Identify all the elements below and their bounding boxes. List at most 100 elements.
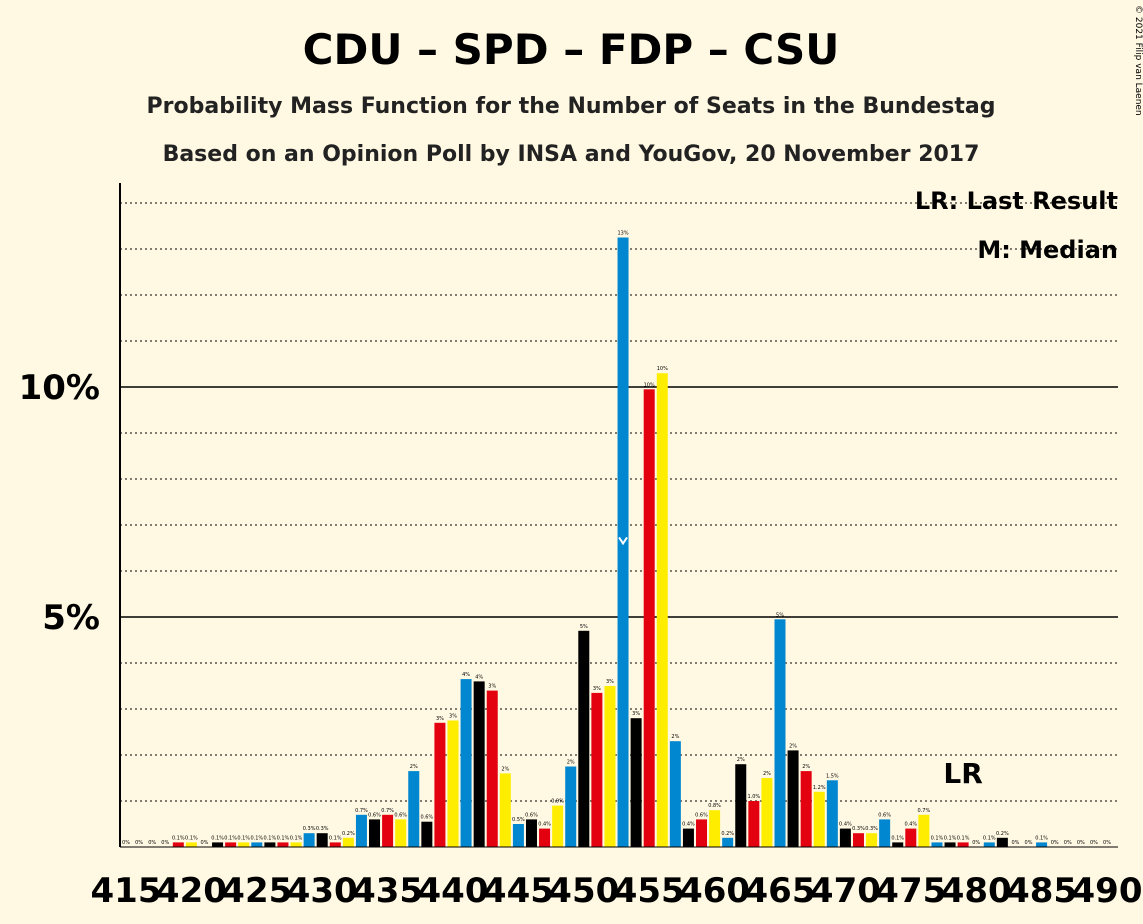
- bar-seat-476: [918, 814, 930, 847]
- data-label: 0%: [161, 840, 169, 846]
- bar-seat-485: [1036, 842, 1048, 847]
- data-label: 0.1%: [185, 835, 198, 841]
- chart-subtitle: Probability Mass Function for the Number…: [147, 94, 996, 119]
- bar-seat-419: [172, 842, 184, 847]
- data-label: 0.1%: [891, 835, 904, 841]
- x-tick-label: 460: [679, 871, 750, 911]
- bar-seat-457: [669, 741, 681, 847]
- data-label: 0.1%: [290, 835, 303, 841]
- data-label: 2%: [567, 760, 575, 766]
- bar-seat-463: [748, 801, 760, 847]
- data-label: 2%: [802, 764, 810, 770]
- data-label: 0.1%: [957, 835, 970, 841]
- data-label: 0.3%: [865, 826, 878, 832]
- y-tick-label: 5%: [42, 598, 100, 638]
- bar-seat-443: [486, 690, 498, 847]
- x-tick-label: 440: [418, 871, 489, 911]
- x-tick-label: 490: [1072, 871, 1143, 911]
- bar-seat-466: [787, 750, 799, 847]
- data-label: 0.1%: [944, 835, 957, 841]
- data-label: 0%: [135, 840, 143, 846]
- bar-seat-442: [473, 681, 485, 847]
- data-label: 0.6%: [368, 812, 381, 818]
- bar-seat-473: [879, 819, 891, 847]
- data-label: 0%: [972, 840, 980, 846]
- bar-seat-426: [264, 842, 276, 847]
- bar-seat-429: [303, 833, 315, 847]
- bar-seat-461: [722, 837, 734, 847]
- data-label: 3%: [593, 686, 601, 692]
- data-label: 0%: [1077, 840, 1085, 846]
- bar-seat-456: [656, 373, 668, 847]
- data-label: 2%: [789, 743, 797, 749]
- bar-seat-459: [696, 819, 708, 847]
- x-tick-label: 485: [1006, 871, 1077, 911]
- data-label: 0%: [1025, 840, 1033, 846]
- bar-seat-454: [630, 718, 642, 847]
- bar-seat-444: [499, 773, 511, 847]
- bar-seat-430: [316, 833, 328, 847]
- bar-seat-441: [460, 679, 472, 847]
- data-label: 0.1%: [250, 835, 263, 841]
- bar-seat-475: [905, 828, 917, 847]
- bar-seat-470: [839, 828, 851, 847]
- bar-seat-464: [761, 778, 773, 847]
- data-label: 0.7%: [355, 808, 368, 814]
- bar-seat-437: [408, 771, 420, 847]
- data-label: 0.1%: [264, 835, 277, 841]
- data-label: 0.8%: [708, 803, 721, 809]
- data-label: 4%: [462, 672, 470, 678]
- data-label: 0.1%: [237, 835, 250, 841]
- data-label: 2%: [501, 766, 509, 772]
- legend-last-result: LR: Last Result: [915, 187, 1118, 215]
- data-label: 0.4%: [839, 822, 852, 828]
- data-label: 0.1%: [1035, 835, 1048, 841]
- bar-seat-438: [421, 821, 433, 847]
- bar-seat-472: [866, 833, 878, 847]
- data-label: 13%: [617, 231, 628, 237]
- data-label: 1.2%: [813, 785, 826, 791]
- data-label: 0%: [1051, 840, 1059, 846]
- bar-seat-435: [382, 814, 394, 847]
- data-label: 0.7%: [918, 808, 931, 814]
- x-tick-label: 465: [745, 871, 816, 911]
- data-label: 0.6%: [878, 812, 891, 818]
- chart-title: CDU – SPD – FDP – CSU: [303, 25, 840, 74]
- bar-seat-460: [709, 810, 721, 847]
- data-label: 3%: [632, 711, 640, 717]
- data-label: 0%: [148, 840, 156, 846]
- data-label: 0.3%: [316, 826, 329, 832]
- bar-seat-468: [813, 791, 825, 847]
- data-label: 0%: [1064, 840, 1072, 846]
- bar-seat-462: [735, 764, 747, 847]
- bar-seat-450: [578, 630, 590, 847]
- x-tick-label: 420: [156, 871, 227, 911]
- data-label: 0.2%: [342, 831, 355, 837]
- data-label: 0%: [201, 840, 209, 846]
- data-label: 5%: [580, 624, 588, 630]
- bar-seat-471: [852, 833, 864, 847]
- x-tick-label: 435: [352, 871, 423, 911]
- data-label: 0%: [122, 840, 130, 846]
- bar-seat-436: [395, 819, 407, 847]
- median-marker: [618, 536, 628, 546]
- y-tick-labels: 5% 10%: [19, 368, 100, 638]
- data-label: 0.3%: [303, 826, 316, 832]
- bar-seat-469: [826, 780, 838, 847]
- x-tick-label: 480: [941, 871, 1012, 911]
- bar-seat-440: [447, 720, 459, 847]
- data-label: 0.1%: [983, 835, 996, 841]
- data-label: 0.1%: [931, 835, 944, 841]
- bar-seat-428: [290, 842, 302, 847]
- bar-seat-458: [682, 828, 694, 847]
- bar-seat-452: [604, 686, 616, 847]
- data-labels: 0% 0% 0% 0%0.1% 0.1%0%0.1% 0.1% 0.1% 0.1% 0.1% 0.…: [122, 231, 1111, 847]
- data-label: 0.5%: [512, 817, 525, 823]
- bar-seat-427: [277, 842, 289, 847]
- legend-median: M: Median: [977, 236, 1118, 264]
- y-tick-label: 10%: [19, 368, 100, 408]
- bar-seat-431: [329, 842, 341, 847]
- bar-seat-451: [591, 692, 603, 847]
- bar-seat-448: [552, 805, 564, 847]
- bar-seat-425: [251, 842, 263, 847]
